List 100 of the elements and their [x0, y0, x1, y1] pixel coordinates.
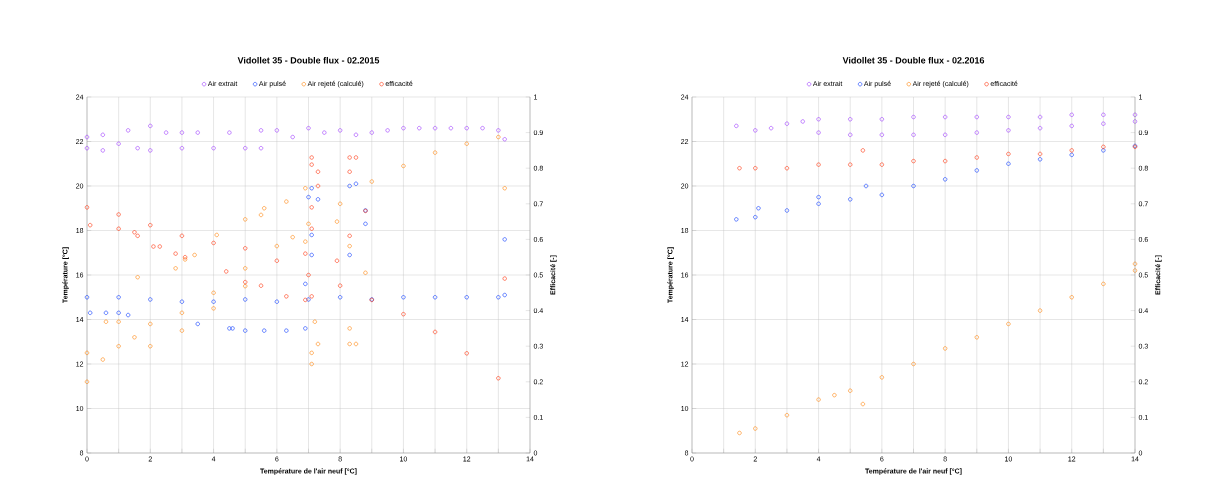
point: [243, 284, 248, 289]
point: [943, 132, 948, 137]
point: [116, 226, 121, 231]
point: [1132, 261, 1138, 266]
point: [84, 205, 90, 210]
point: [347, 233, 352, 238]
point: [315, 183, 321, 189]
point: [284, 199, 289, 204]
point: [1006, 114, 1011, 120]
point: [943, 158, 948, 164]
point: [943, 346, 948, 351]
point: [116, 141, 121, 146]
point: [369, 179, 374, 184]
point: [192, 252, 197, 258]
point: [800, 119, 805, 124]
point: [157, 244, 162, 249]
point: [734, 123, 739, 129]
point: [974, 335, 979, 340]
point: [100, 357, 105, 362]
point: [290, 134, 295, 140]
point: [879, 162, 884, 167]
point: [816, 130, 821, 135]
point: [848, 197, 853, 202]
point: [309, 252, 314, 258]
point: [1101, 281, 1106, 286]
point: [496, 128, 501, 133]
point: [943, 177, 948, 182]
point: [88, 310, 93, 315]
point: [974, 114, 979, 120]
point: [306, 221, 311, 226]
point: [863, 183, 869, 189]
point: [784, 166, 790, 171]
point: [306, 272, 311, 278]
point: [230, 326, 235, 331]
point: [116, 319, 121, 324]
point: [496, 134, 501, 140]
point: [274, 258, 279, 263]
point: [211, 306, 216, 311]
point: [1132, 112, 1138, 117]
point: [1006, 161, 1011, 166]
point: [502, 292, 507, 298]
point: [84, 350, 90, 355]
point: [1069, 123, 1074, 129]
point: [974, 168, 979, 173]
point: [173, 266, 178, 271]
point: [309, 226, 314, 231]
point: [753, 166, 758, 171]
point: [309, 350, 314, 355]
point: [401, 126, 406, 131]
point: [417, 126, 422, 131]
point: [448, 126, 453, 131]
point: [103, 310, 109, 315]
point: [303, 239, 308, 244]
point: [974, 155, 979, 160]
point: [315, 169, 321, 174]
point: [258, 128, 264, 133]
point: [243, 146, 248, 151]
point: [353, 155, 359, 160]
point: [334, 219, 340, 224]
point: [848, 388, 853, 393]
point: [243, 328, 248, 333]
point: [1101, 148, 1106, 153]
point: [784, 121, 790, 126]
point: [148, 297, 153, 302]
point: [816, 397, 821, 402]
point: [502, 237, 507, 242]
point: [309, 155, 314, 160]
point: [274, 299, 279, 304]
point: [860, 148, 865, 153]
point: [126, 312, 131, 318]
point: [243, 246, 248, 251]
point: [860, 401, 865, 407]
point: [496, 376, 501, 381]
point: [179, 130, 185, 135]
point: [848, 132, 853, 137]
point: [1037, 308, 1043, 313]
point: [1006, 321, 1011, 327]
point: [753, 128, 758, 133]
point: [347, 155, 352, 160]
point: [502, 137, 507, 142]
point: [347, 326, 352, 331]
point: [1069, 112, 1074, 117]
point: [911, 132, 916, 137]
point: [116, 344, 121, 349]
point: [338, 128, 343, 133]
point: [338, 295, 343, 300]
point: [135, 233, 140, 238]
point: [148, 321, 153, 327]
point: [164, 130, 169, 135]
point: [347, 169, 352, 174]
point: [1037, 151, 1043, 157]
point: [363, 221, 368, 226]
point: [258, 146, 264, 151]
point: [284, 328, 289, 333]
point: [84, 134, 90, 140]
point: [879, 375, 884, 380]
point: [309, 186, 314, 191]
point: [195, 321, 200, 327]
point: [385, 128, 390, 133]
point: [974, 130, 979, 135]
